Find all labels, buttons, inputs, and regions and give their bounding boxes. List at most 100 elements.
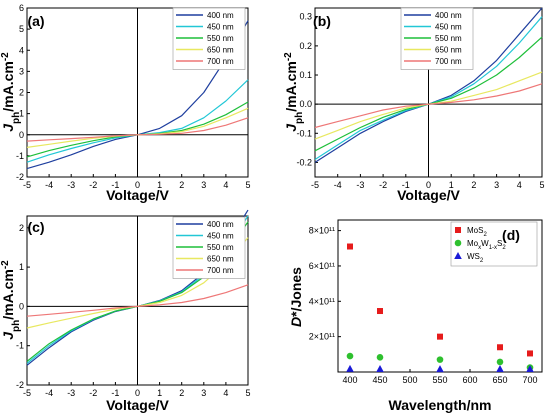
legend-label-0: 400 nm [207, 11, 234, 20]
y-tick-label: 2 [19, 223, 24, 233]
x-tick-label: -4 [334, 180, 342, 190]
data-point-2-3 [496, 364, 504, 372]
y-tick-label: 0.0 [299, 99, 312, 109]
y-tick-label: 2 [19, 88, 24, 98]
x-tick-label: 550 [432, 375, 447, 385]
legend: 400 nm 450 nm 550 nm 650 nm 700 nm [172, 7, 246, 70]
legend-marker-1 [454, 239, 462, 247]
data-point-2-1 [376, 364, 384, 372]
legend-label-1: 450 nm [435, 23, 462, 32]
legend-label-1: 450 nm [207, 23, 234, 32]
y-tick-label: 3 [19, 66, 24, 76]
data-point-1-3 [496, 358, 504, 366]
x-tick-label: -4 [45, 388, 53, 398]
legend-label-4: 700 nm [435, 57, 462, 66]
legend-label-0: 400 nm [207, 220, 234, 229]
x-tick-label: -2 [89, 388, 97, 398]
y-tick-label: 8×10¹¹ [309, 226, 335, 236]
y-tick-label: 0.1 [299, 70, 312, 80]
legend-marker-2 [454, 252, 462, 259]
data-point-2-0 [346, 364, 354, 372]
x-tick-label: 3 [201, 388, 206, 398]
y-tick-label: 1 [19, 109, 24, 119]
x-tick-label: 1 [449, 180, 454, 190]
x-tick-label: -4 [45, 180, 53, 190]
data-point-2-2 [436, 365, 444, 373]
x-tick-label: -2 [89, 180, 97, 190]
chart-panel-2: -5 -4 -3 -2 -1 0 1 2 3 4 5 -2 -1 0 1 2 400 nm 450 nm 550 n… [0, 209, 251, 413]
y-tick-label: -1 [16, 341, 24, 351]
data-point-1-0 [346, 352, 354, 360]
panel-label: (d) [502, 227, 520, 243]
series-line-4 [26, 117, 249, 142]
x-tick-label: 0 [135, 180, 140, 190]
y-tick-label: 0.3 [299, 12, 312, 22]
x-axis-label: Voltage/V [106, 397, 169, 413]
series-line-4 [314, 83, 543, 129]
y-tick-label: -0.2 [296, 157, 312, 167]
panel-label: (c) [27, 219, 44, 235]
x-tick-label: 600 [462, 375, 477, 385]
y-tick-label: 0 [19, 301, 24, 311]
x-tick-label: 1 [157, 388, 162, 398]
legend-label-0: 400 nm [435, 11, 462, 20]
legend-label-3: 650 nm [435, 46, 462, 55]
x-tick-label: 450 [372, 375, 387, 385]
y-tick-label: 0 [19, 130, 24, 140]
y-axis-label: Jph/mA.cm-2 [283, 52, 305, 132]
panel-label: (b) [313, 13, 331, 29]
legend-box [450, 221, 538, 267]
legend-label-2: 550 nm [435, 34, 462, 43]
data-point-2-4 [526, 364, 534, 372]
legend: 400 nm 450 nm 550 nm 650 nm 700 nm [172, 216, 246, 279]
x-tick-label: -3 [356, 180, 364, 190]
y-tick-label: -2 [16, 172, 24, 182]
x-tick-label: -5 [23, 180, 31, 190]
legend-label-2: 550 nm [207, 243, 234, 252]
x-tick-label: 4 [517, 180, 522, 190]
legend-label-1: 450 nm [207, 232, 234, 241]
legend: 400 nm 450 nm 550 nm 650 nm 700 nm [400, 7, 474, 70]
x-tick-label: 5 [245, 180, 250, 190]
x-tick-label: -3 [67, 180, 75, 190]
y-axis-label: Jph/mA.cm-2 [0, 260, 22, 340]
x-tick-label: 3 [494, 180, 499, 190]
x-axis-label: Wavelength/nm [389, 397, 492, 413]
x-tick-label: -5 [23, 388, 31, 398]
panel-label: (a) [27, 13, 44, 29]
x-tick-label: 500 [402, 375, 417, 385]
y-tick-label: 1 [19, 262, 24, 272]
y-tick-label: 5 [19, 24, 24, 34]
y-tick-label: -1 [16, 151, 24, 161]
y-tick-label: -2 [16, 380, 24, 390]
legend-label-4: 700 nm [207, 57, 234, 66]
legend-label-2: 550 nm [207, 34, 234, 43]
x-tick-label: 5 [245, 388, 250, 398]
x-tick-label: 650 [492, 375, 507, 385]
y-tick-label: 2×10¹¹ [309, 332, 335, 342]
x-tick-label: 2 [179, 388, 184, 398]
y-axis-label: Jph/mA.cm-2 [0, 52, 22, 132]
data-point-0-4 [527, 350, 533, 357]
x-tick-label: 5 [539, 180, 544, 190]
data-point-0-2 [437, 333, 443, 340]
y-tick-label: -0.1 [296, 128, 312, 138]
data-point-1-2 [436, 356, 444, 363]
x-tick-label: 1 [157, 180, 162, 190]
legend-marker-0 [455, 227, 461, 233]
legend-label-3: 650 nm [207, 255, 234, 264]
series-line-4 [26, 284, 249, 317]
x-tick-label: 0 [135, 388, 140, 398]
y-tick-label: 6×10¹¹ [309, 261, 335, 271]
x-tick-label: -5 [311, 180, 319, 190]
x-tick-label: 0 [426, 180, 431, 190]
y-tick-label: 6 [19, 3, 24, 13]
chart-panel-0: -5 -4 -3 -2 -1 0 1 2 3 4 5 -2 -1 0 1 2 3 4 5 6 400 nm 450 nm 5… [0, 3, 251, 203]
y-tick-label: 0.2 [299, 41, 312, 51]
y-tick-label: 4 [19, 45, 24, 55]
x-tick-label: 700 [522, 375, 537, 385]
y-axis-label: D*/Jones [288, 267, 304, 327]
legend-label-1: MoxW1-xS2 [467, 239, 506, 251]
